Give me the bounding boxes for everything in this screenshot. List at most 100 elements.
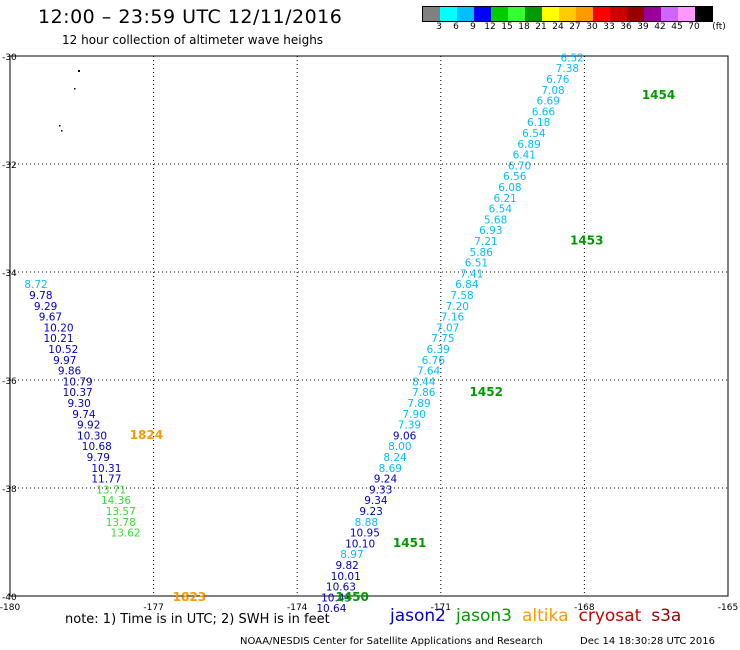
color-swatch (644, 7, 661, 21)
swh-value: 9.30 (67, 398, 90, 410)
color-scale-tick: 33 (603, 22, 615, 32)
color-swatch (695, 7, 712, 21)
pass-time-label: 1451 (393, 536, 426, 550)
color-swatch (661, 7, 678, 21)
swh-value: 7.75 (431, 333, 454, 345)
color-scale-tick: 30 (586, 22, 598, 32)
swh-value: 7.64 (417, 366, 441, 378)
swh-value: 6.39 (426, 344, 449, 356)
swh-value: 6.89 (517, 139, 540, 151)
legend-item-s3a: s3a (651, 606, 682, 626)
swh-value: 6.08 (498, 182, 521, 194)
legend-item-cryosat: cryosat (578, 606, 642, 626)
axis-labels: -30 -32 -34 -36 -38 -40-180 -177 -174 -171 -168 -1… (0, 53, 738, 613)
swh-value: 6.21 (493, 193, 516, 205)
island-dot (61, 130, 63, 132)
swh-value: 9.92 (77, 420, 100, 432)
swh-value: 8.69 (379, 463, 402, 475)
color-scale-tick: 15 (501, 22, 513, 32)
swh-value: 10.63 (326, 582, 356, 594)
swh-value: 9.24 (374, 474, 398, 486)
swh-value: 7.86 (412, 387, 436, 399)
island-dot (74, 88, 76, 90)
swh-value: 10.37 (63, 387, 93, 399)
color-scale-bar (422, 6, 713, 22)
swh-value: 8.72 (24, 279, 47, 291)
legend-item-jason2: jason2 (390, 606, 446, 626)
color-swatch (423, 7, 440, 21)
island-dot (78, 70, 80, 72)
swh-value: 8.24 (383, 452, 407, 464)
color-scale-tick: 6 (453, 22, 459, 32)
color-scale-tick: 12 (484, 22, 496, 32)
swh-value: 10.01 (331, 571, 361, 583)
pass-time-label: 1453 (570, 234, 603, 248)
swh-value: 10.52 (48, 344, 78, 356)
legend-item-jason3: jason3 (456, 606, 512, 626)
color-swatch (610, 7, 627, 21)
swh-value: 7.90 (403, 409, 426, 421)
color-swatch (678, 7, 695, 21)
swh-value: 13.78 (106, 517, 136, 529)
pass-time-label: 1454 (642, 88, 675, 102)
swh-value: 6.54 (522, 128, 546, 140)
color-scale-ticks: 3 6 9 12 15 18 21 24 27 30 33 36 39 42 45 70 (ft) (422, 22, 740, 34)
swh-value: 7.21 (474, 236, 497, 248)
swh-value: 9.23 (359, 506, 382, 518)
swh-value: 11.77 (91, 474, 121, 486)
color-scale-tick: 3 (436, 22, 442, 32)
color-swatch (440, 7, 457, 21)
swh-value: 6.41 (513, 150, 536, 162)
swh-value: 9.34 (364, 495, 388, 507)
lat-label: -36 (2, 377, 17, 387)
color-scale-tick: 27 (569, 22, 581, 32)
swh-value: 9.82 (335, 560, 358, 572)
swh-value: 6.66 (532, 106, 556, 118)
swh-value: 10.95 (350, 528, 380, 540)
color-swatch (525, 7, 542, 21)
footer-timestamp: Dec 14 18:30:28 UTC 2016 (580, 636, 715, 647)
swh-value: 7.07 (436, 322, 459, 334)
lat-label: -34 (2, 269, 17, 279)
color-swatch (559, 7, 576, 21)
swh-value: 10.79 (63, 376, 93, 388)
island-markers (59, 70, 80, 132)
swh-value: 10.21 (44, 333, 74, 345)
swh-value: 9.29 (34, 301, 57, 313)
swh-value: 7.58 (450, 290, 473, 302)
lon-label: -171 (431, 603, 451, 613)
island-dot (59, 125, 61, 127)
lat-lon-grid (9, 55, 729, 597)
color-scale-tick: 42 (654, 22, 666, 32)
map-frame (9, 55, 729, 597)
pass-time-label: 1824 (130, 428, 163, 442)
swh-value: 10.10 (345, 538, 375, 550)
track-altika: 8.729.789.299.6710.2010.2110.529.979.861… (24, 279, 206, 604)
swh-value: 5.86 (470, 247, 494, 259)
color-scale-tick: (ft) (712, 22, 726, 32)
swh-value: 6.70 (508, 160, 531, 172)
swh-value: 6.18 (527, 117, 550, 129)
swh-value: 10.64 (316, 603, 346, 615)
swh-value: 9.33 (369, 484, 392, 496)
color-swatch (627, 7, 644, 21)
swh-value: 6.51 (465, 258, 488, 270)
color-swatch (491, 7, 508, 21)
swh-value: 7.41 (460, 268, 483, 280)
swh-value: 9.86 (58, 366, 82, 378)
swh-value: 6.93 (479, 225, 502, 237)
swh-value: 9.06 (393, 430, 417, 442)
legend-item-altika: altika (522, 606, 569, 626)
lat-label: -40 (2, 593, 17, 603)
swh-value: 7.16 (441, 312, 465, 324)
track-jason3: 6.527.386.767.086.696.666.186.546.896.41… (316, 52, 675, 615)
pass-time-label: 1450 (335, 590, 368, 604)
swh-value: 10.31 (91, 463, 121, 475)
satellite-tracks: 6.527.386.767.086.696.666.186.546.896.41… (24, 52, 675, 615)
color-scale-tick: 21 (535, 22, 547, 32)
swh-value: 13.57 (106, 506, 136, 518)
color-scale-tick: 36 (620, 22, 632, 32)
swh-value: 9.78 (29, 290, 52, 302)
lat-label: -32 (2, 161, 17, 171)
